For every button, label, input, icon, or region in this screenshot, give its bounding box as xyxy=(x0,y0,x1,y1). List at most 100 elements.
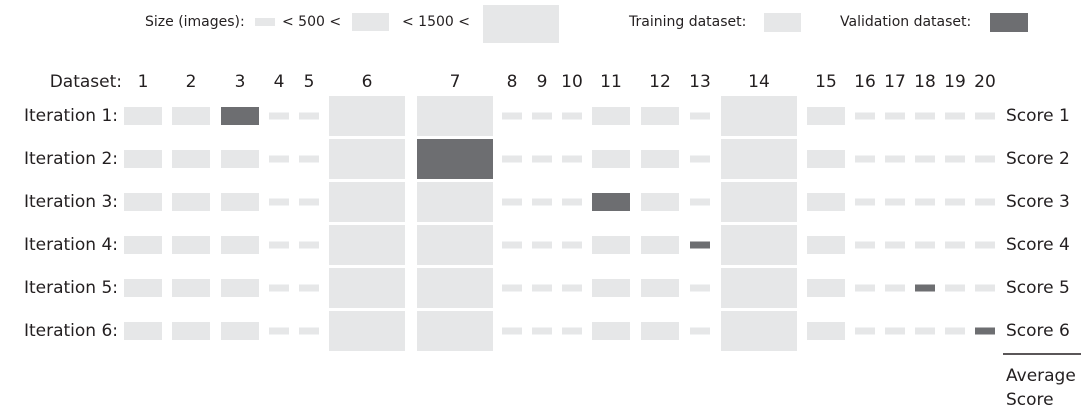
dataset-box xyxy=(299,241,319,249)
dataset-box xyxy=(885,198,905,206)
dataset-box xyxy=(885,241,905,249)
dataset-box xyxy=(975,284,995,292)
legend-medium-box xyxy=(352,13,389,31)
dataset-number: 6 xyxy=(362,72,373,92)
dataset-box xyxy=(502,198,522,206)
dataset-box xyxy=(690,284,710,292)
dataset-box xyxy=(562,241,582,249)
dataset-box xyxy=(945,284,965,292)
dataset-box xyxy=(807,193,845,211)
dataset-box xyxy=(329,225,405,265)
legend-validation: Validation dataset: xyxy=(840,14,971,30)
dataset-box xyxy=(269,241,289,249)
dataset-number: 7 xyxy=(450,72,461,92)
dataset-box xyxy=(855,284,875,292)
dataset-box xyxy=(269,198,289,206)
dataset-box xyxy=(329,311,405,351)
dataset-box xyxy=(885,284,905,292)
score-label: Score 6 xyxy=(1006,321,1070,341)
dataset-box xyxy=(721,311,797,351)
dataset-box xyxy=(885,155,905,163)
dataset-box xyxy=(641,193,679,211)
legend-size-label: Size (images): xyxy=(145,14,245,30)
dataset-box xyxy=(269,112,289,120)
dataset-box xyxy=(592,279,630,297)
score-label: Score 2 xyxy=(1006,149,1070,169)
dataset-box xyxy=(721,225,797,265)
legend-validation-box xyxy=(990,13,1028,32)
dataset-number: 1 xyxy=(138,72,149,92)
dataset-number: 3 xyxy=(235,72,246,92)
dataset-number: 19 xyxy=(944,72,966,92)
dataset-box xyxy=(562,284,582,292)
iteration-label: Iteration 3: xyxy=(24,192,118,212)
dataset-box xyxy=(690,327,710,335)
dataset-number: 14 xyxy=(748,72,770,92)
dataset-box xyxy=(915,284,935,292)
dataset-box xyxy=(532,284,552,292)
dataset-box xyxy=(975,327,995,335)
dataset-box xyxy=(124,193,162,211)
dataset-box xyxy=(221,236,259,254)
dataset-box xyxy=(807,322,845,340)
dataset-box xyxy=(855,112,875,120)
dataset-box xyxy=(690,155,710,163)
dataset-box xyxy=(329,139,405,179)
dataset-box xyxy=(592,107,630,125)
score-label: Score 5 xyxy=(1006,278,1070,298)
dataset-box xyxy=(502,241,522,249)
dataset-number: 8 xyxy=(507,72,518,92)
dataset-box xyxy=(945,241,965,249)
dataset-box xyxy=(562,198,582,206)
dataset-box xyxy=(124,322,162,340)
dataset-box xyxy=(592,150,630,168)
dataset-box xyxy=(855,241,875,249)
dataset-box xyxy=(641,236,679,254)
iteration-label: Iteration 1: xyxy=(24,106,118,126)
dataset-number: 15 xyxy=(815,72,837,92)
dataset-box xyxy=(721,96,797,136)
dataset-box xyxy=(299,284,319,292)
dataset-box xyxy=(592,236,630,254)
dataset-number: 10 xyxy=(561,72,583,92)
dataset-box xyxy=(915,155,935,163)
dataset-box xyxy=(641,322,679,340)
average-label: Average xyxy=(1006,366,1076,386)
dataset-box xyxy=(329,96,405,136)
dataset-box xyxy=(975,241,995,249)
dataset-box xyxy=(172,150,210,168)
iteration-label: Iteration 4: xyxy=(24,235,118,255)
dataset-box xyxy=(690,198,710,206)
dataset-box xyxy=(690,112,710,120)
dataset-box xyxy=(299,155,319,163)
dataset-box xyxy=(855,327,875,335)
dataset-box xyxy=(221,193,259,211)
dataset-box xyxy=(532,112,552,120)
dataset-box xyxy=(592,193,630,211)
dataset-box xyxy=(417,225,493,265)
dataset-box xyxy=(592,322,630,340)
legend-small-box xyxy=(255,18,275,26)
dataset-box xyxy=(807,107,845,125)
dataset-number: 18 xyxy=(914,72,936,92)
dataset-number: 11 xyxy=(600,72,622,92)
dataset-box xyxy=(417,96,493,136)
dataset-box xyxy=(172,193,210,211)
dataset-box xyxy=(221,150,259,168)
dataset-box xyxy=(329,182,405,222)
dataset-number: 9 xyxy=(537,72,548,92)
dataset-box xyxy=(562,327,582,335)
legend-threshold: < 1500 < xyxy=(402,14,470,30)
score-label: Score 4 xyxy=(1006,235,1070,255)
dataset-box xyxy=(641,279,679,297)
dataset-box xyxy=(807,150,845,168)
dataset-box xyxy=(269,284,289,292)
dataset-box xyxy=(562,112,582,120)
dataset-box xyxy=(299,198,319,206)
dataset-box xyxy=(299,112,319,120)
score-label: Score 3 xyxy=(1006,192,1070,212)
dataset-box xyxy=(124,279,162,297)
dataset-box xyxy=(915,198,935,206)
legend-large-box xyxy=(483,5,559,43)
